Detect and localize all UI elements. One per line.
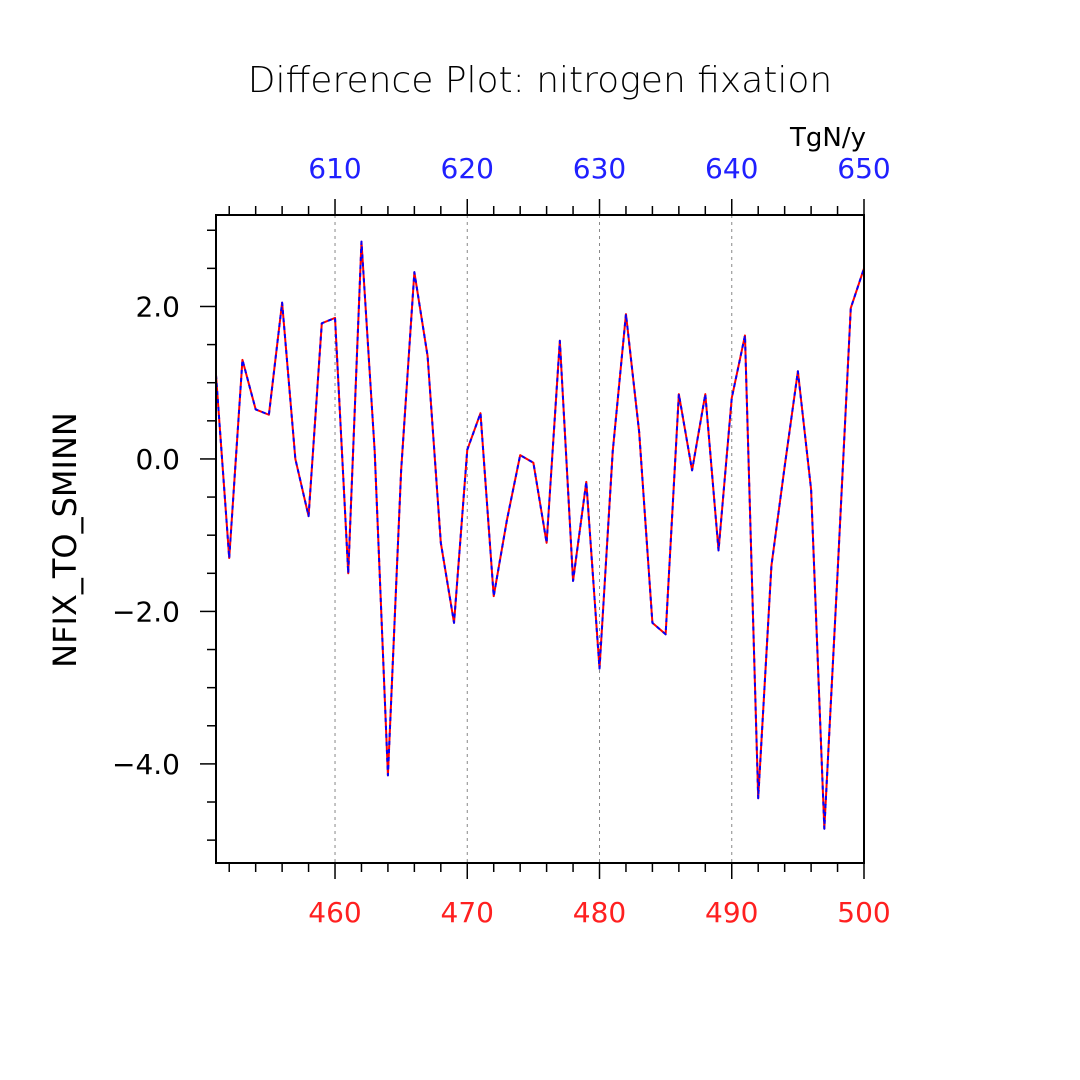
units-label: TgN/y xyxy=(789,123,866,153)
x-bottom-tick-label-500: 500 xyxy=(837,896,890,929)
grid-layer xyxy=(334,215,733,863)
y-axis-label: NFIX_TO_SMINN xyxy=(46,412,84,668)
x-bottom-tick-label-490: 490 xyxy=(705,896,758,929)
y-tick-label-2: 0.0 xyxy=(135,443,180,476)
series-line-2 xyxy=(215,240,865,830)
y-tick-label-0: −4.0 xyxy=(112,748,180,781)
x-top-tick-label-640: 640 xyxy=(705,152,758,185)
x-bottom-tick-label-480: 480 xyxy=(573,896,626,929)
axes-layer: 460 470 480 490 500 610 620 630 640 650 −4.0 −2.0 0.… xyxy=(112,152,891,929)
x-top-tick-label-630: 630 xyxy=(573,152,626,185)
y-tick-label-3: 2.0 xyxy=(135,290,180,323)
x-top-tick-label-650: 650 xyxy=(837,152,890,185)
series-line-1 xyxy=(215,240,865,830)
x-top-tick-label-620: 620 xyxy=(441,152,494,185)
y-tick-label-1: −2.0 xyxy=(112,595,180,628)
chart-title: Difference Plot: nitrogen fixation xyxy=(248,60,832,101)
x-bottom-tick-label-470: 470 xyxy=(441,896,494,929)
x-bottom-tick-label-460: 460 xyxy=(308,896,361,929)
series-layer xyxy=(215,240,865,830)
x-top-tick-label-610: 610 xyxy=(308,152,361,185)
plot-frame xyxy=(215,214,865,864)
